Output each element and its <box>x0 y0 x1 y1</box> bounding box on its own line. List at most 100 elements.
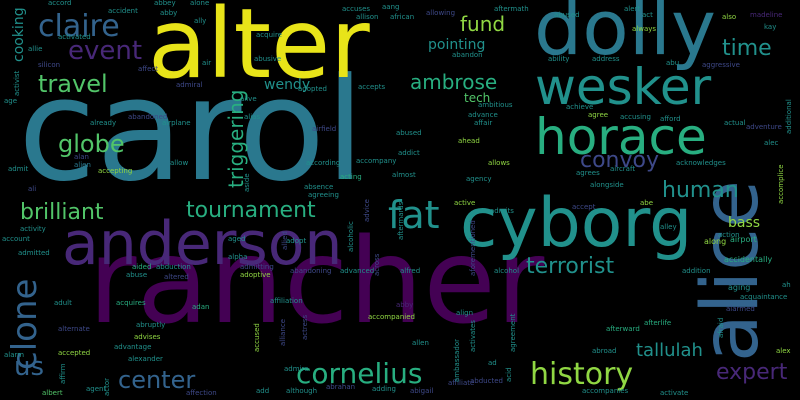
word-human: human <box>662 178 739 203</box>
word-abused2: abused <box>554 11 580 19</box>
word-almost: almost <box>392 171 416 179</box>
word-travel: travel <box>38 70 108 98</box>
word-allie: allie <box>28 45 43 53</box>
word-time: time <box>722 36 772 61</box>
word-airfield: airfield <box>312 125 337 133</box>
word-wendy: wendy <box>264 77 311 93</box>
word-aftermards: aftermards <box>397 201 405 240</box>
word-carol: carol <box>18 48 365 213</box>
word-cornelius: cornelius <box>296 357 423 390</box>
word-alarmed: alarmed <box>726 305 755 313</box>
word-always: always <box>632 25 657 33</box>
word-adopted: adopted <box>298 85 327 93</box>
word-abroad: abroad <box>592 347 617 355</box>
word-afterlife: afterlife <box>644 319 672 327</box>
word-ability: ability <box>548 55 570 63</box>
word-accomplice: accomplice <box>777 164 785 204</box>
word-account: account <box>2 235 30 243</box>
word-tech: tech <box>464 91 491 105</box>
word-affiliate: affiliate <box>448 379 475 387</box>
word-anderson: anderson <box>62 209 343 279</box>
word-actress: actress <box>301 314 309 340</box>
word-accompany: accompany <box>356 157 397 165</box>
word-aforementioned: aforementioned <box>469 220 477 276</box>
word-fat: fat <box>388 193 440 237</box>
word-advice: advice <box>363 199 371 222</box>
word-adding: adding <box>372 385 397 393</box>
word-alpha: alpha <box>228 253 248 261</box>
word-adopt: adopt <box>286 237 307 245</box>
word-horace: horace <box>535 108 707 166</box>
word-add: add <box>256 387 270 395</box>
word-allow: allow <box>170 159 189 167</box>
word-silicon: silicon <box>38 61 61 69</box>
word-also: also <box>722 13 737 21</box>
word-allison: allison <box>356 13 379 21</box>
word-aircraft: aircraft <box>610 165 636 173</box>
word-expert: expert <box>716 360 788 385</box>
word-aang: aang <box>382 3 400 11</box>
word-according: according <box>306 159 341 167</box>
word-airplane: airplane <box>162 119 191 127</box>
word-alien: alien <box>74 161 91 169</box>
word-tallulah: tallulah <box>636 340 703 361</box>
word-afterward: afterward <box>606 325 640 333</box>
word-abrahan: abrahan <box>326 383 356 391</box>
word-alexander: alexander <box>128 355 163 363</box>
word-us: us <box>14 352 45 382</box>
word-abu: abu <box>666 59 680 67</box>
word-achieve: achieve <box>566 103 594 111</box>
word-accept: accept <box>572 203 596 211</box>
word-abby: abby <box>160 9 178 17</box>
word-alec: alec <box>764 139 779 147</box>
word-agreeing: agreeing <box>308 191 339 199</box>
word-kay: kay <box>764 23 777 31</box>
word-agreement: agreement <box>509 313 517 352</box>
word-abducted: abducted <box>470 377 503 385</box>
word-tournament: tournament <box>186 198 316 223</box>
word-aftermath: aftermath <box>494 5 529 13</box>
word-addition: addition <box>682 267 711 275</box>
word-accidentally: accidentally <box>724 255 773 264</box>
word-globe: globe <box>58 130 125 158</box>
word-ad: ad <box>488 359 497 367</box>
word-age: age <box>4 97 18 105</box>
word-addict: addict <box>398 149 420 157</box>
word-acquire: acquire <box>256 31 282 39</box>
word-convoy: convoy <box>580 148 659 173</box>
word-activate: activate <box>660 389 689 397</box>
word-abused: abused <box>396 129 422 137</box>
word-air: air <box>202 59 212 67</box>
word-brilliant: brilliant <box>20 200 104 225</box>
word-alert: alert <box>624 5 641 13</box>
word-aged: aged <box>228 235 246 243</box>
word-afraid: afraid <box>717 317 725 338</box>
word-acid: acid <box>505 367 513 382</box>
word-alongside: alongside <box>590 181 624 189</box>
word-wesker: wesker <box>535 58 712 116</box>
word-abuse: abuse <box>126 271 148 279</box>
word-advises: advises <box>134 333 161 341</box>
word-alter: alter <box>148 0 370 100</box>
word-african: african <box>390 13 415 21</box>
word-affiliation: affiliation <box>270 297 303 305</box>
word-accompanied: accompanied <box>368 313 415 321</box>
word-although: although <box>286 387 318 395</box>
word-accuses: accuses <box>342 5 371 13</box>
word-agency: agency <box>466 175 492 183</box>
word-affair: affair <box>474 119 493 127</box>
word-adoptive: adoptive <box>240 271 271 279</box>
word-acting: acting <box>340 173 362 181</box>
word-abbey: abbey <box>154 0 176 7</box>
word-align: align <box>456 309 474 317</box>
word-already: already <box>90 119 117 127</box>
word-advance: advance <box>468 111 498 119</box>
word-acquaintance: acquaintance <box>740 293 788 301</box>
word-active: active <box>454 199 476 207</box>
word-alley: alley <box>660 223 677 231</box>
word-aided: aided <box>132 263 152 271</box>
word-ambitious: ambitious <box>478 101 513 109</box>
word-terrorist: terrorist <box>526 254 615 279</box>
word-accused: accused <box>253 323 261 352</box>
